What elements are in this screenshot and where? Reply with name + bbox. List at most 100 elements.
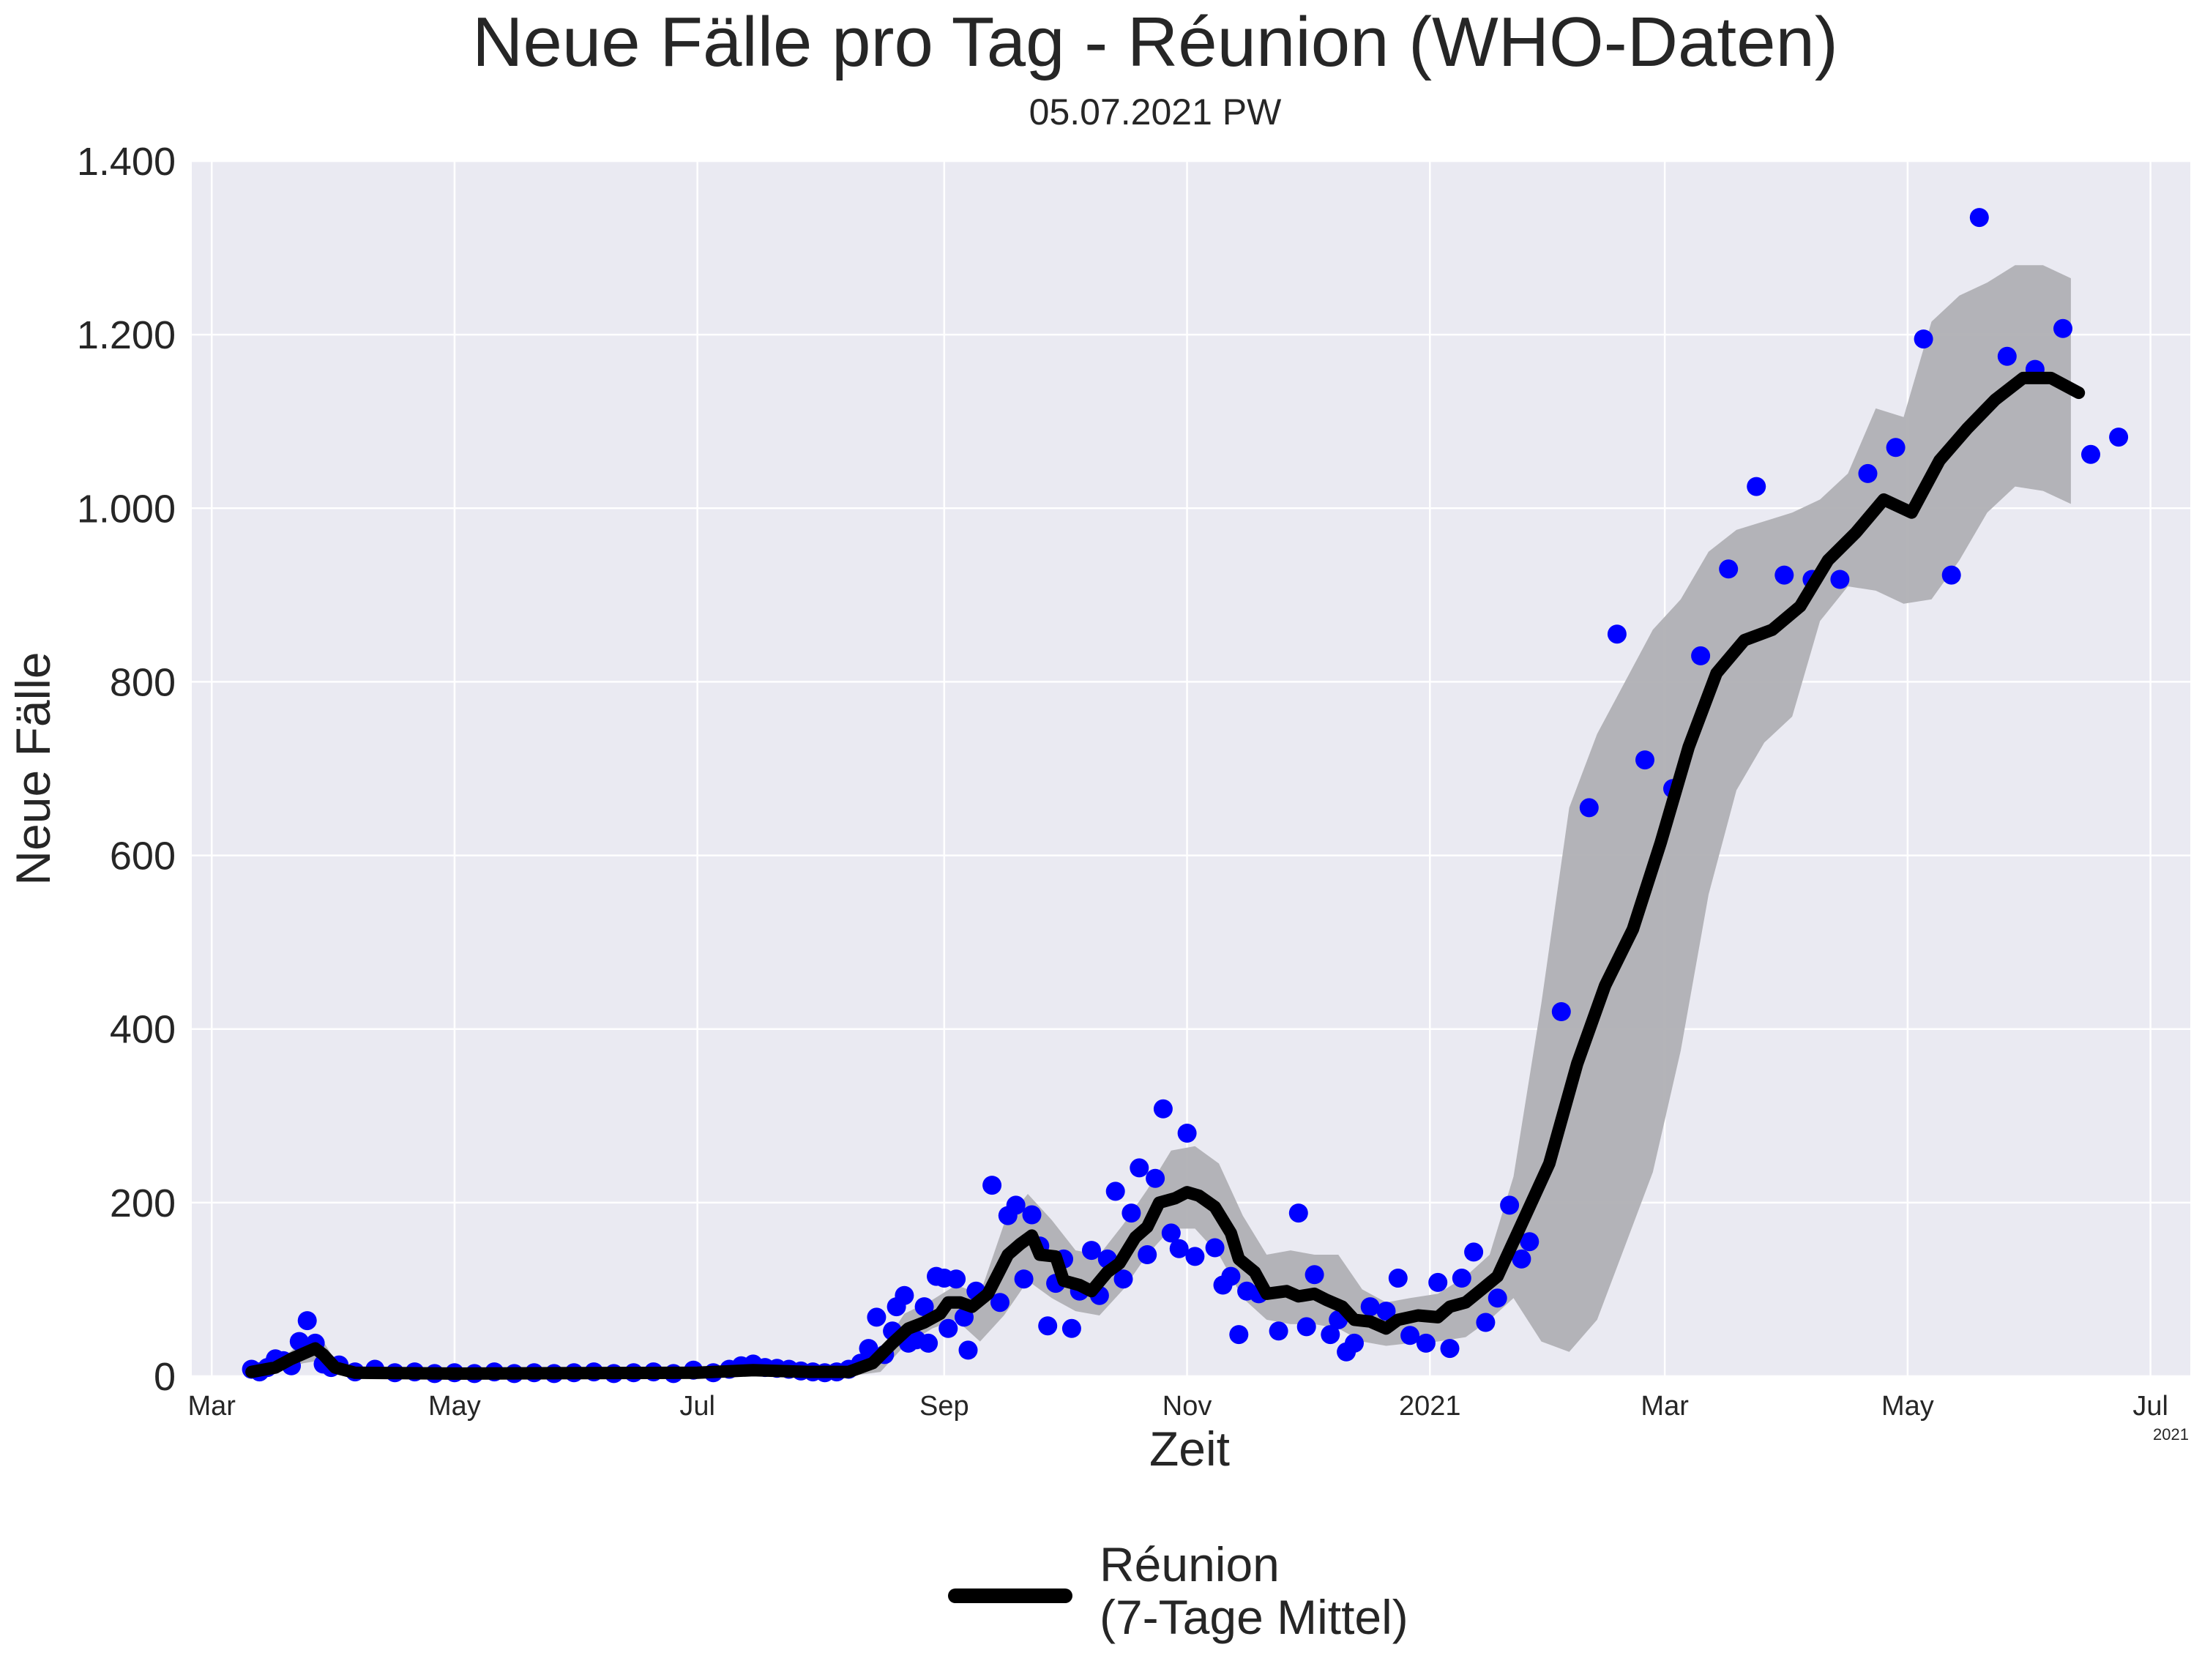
confidence-band bbox=[275, 265, 2071, 1376]
data-point bbox=[289, 1332, 309, 1351]
data-point bbox=[1719, 559, 1739, 579]
data-point bbox=[867, 1307, 887, 1327]
data-point bbox=[1177, 1124, 1197, 1143]
data-point bbox=[1635, 750, 1654, 770]
y-tick-label: 1.000 bbox=[77, 487, 176, 531]
x-tick-label: Sep bbox=[919, 1391, 969, 1422]
data-point bbox=[2109, 428, 2129, 447]
data-point bbox=[1500, 1195, 1520, 1215]
data-point bbox=[1858, 463, 1878, 483]
x-axis-ticks: Mar May Jul Sep Nov 2021 Mar May Jul bbox=[187, 1391, 2168, 1422]
data-point bbox=[1153, 1099, 1173, 1119]
data-point bbox=[1082, 1241, 1101, 1261]
data-point bbox=[1121, 1203, 1141, 1223]
x-tick-label: Mar bbox=[187, 1391, 236, 1422]
data-point bbox=[938, 1318, 958, 1338]
data-point bbox=[1146, 1168, 1165, 1188]
x-axis-offset-label: 2021 bbox=[2153, 1425, 2189, 1444]
data-point bbox=[1830, 570, 1850, 589]
y-axis-label: Neue Fälle bbox=[6, 652, 60, 885]
y-tick-label: 400 bbox=[110, 1008, 176, 1052]
data-point bbox=[1113, 1269, 1133, 1289]
data-point bbox=[1288, 1203, 1308, 1223]
data-point bbox=[1022, 1205, 1042, 1225]
data-point bbox=[1205, 1238, 1225, 1258]
data-point bbox=[1345, 1333, 1364, 1353]
y-tick-label: 800 bbox=[110, 660, 176, 704]
data-point bbox=[947, 1269, 966, 1289]
data-point bbox=[297, 1311, 317, 1331]
data-point bbox=[1105, 1181, 1125, 1201]
data-point bbox=[1512, 1249, 1531, 1269]
x-tick-label: Jul bbox=[679, 1391, 715, 1422]
data-point bbox=[1169, 1239, 1189, 1258]
data-point bbox=[1221, 1266, 1241, 1286]
grid bbox=[192, 160, 2190, 1378]
data-point bbox=[958, 1340, 978, 1360]
x-axis-label: Zeit bbox=[1149, 1422, 1230, 1476]
data-point bbox=[1440, 1339, 1460, 1359]
data-point bbox=[1138, 1245, 1157, 1264]
data-point bbox=[1321, 1325, 1340, 1345]
data-point bbox=[1416, 1333, 1436, 1353]
data-point bbox=[1997, 346, 2017, 366]
data-point bbox=[1388, 1269, 1408, 1288]
y-tick-label: 1.400 bbox=[77, 140, 176, 184]
x-tick-label: May bbox=[428, 1391, 481, 1422]
data-point bbox=[1691, 646, 1711, 665]
data-point bbox=[1488, 1288, 1507, 1308]
data-point bbox=[1428, 1272, 1448, 1292]
data-point bbox=[1476, 1313, 1496, 1332]
y-tick-label: 1.200 bbox=[77, 313, 176, 357]
chart-subtitle: 05.07.2021 PW bbox=[1029, 92, 1282, 132]
legend-label-line: (7-Tage Mittel) bbox=[1100, 1590, 1408, 1644]
legend: Réunion (7-Tage Mittel) bbox=[948, 1537, 1408, 1644]
data-point bbox=[1038, 1316, 1058, 1336]
data-point bbox=[1061, 1318, 1081, 1338]
data-point bbox=[1774, 565, 1794, 585]
data-point bbox=[1747, 477, 1766, 496]
mean-line bbox=[245, 371, 2086, 1380]
data-point bbox=[1551, 1002, 1571, 1021]
data-point bbox=[1229, 1325, 1249, 1345]
x-tick-label: 2021 bbox=[1399, 1391, 1461, 1422]
y-axis-ticks: 0 200 400 600 800 1.000 1.200 1.400 bbox=[77, 140, 176, 1399]
data-point bbox=[1185, 1247, 1205, 1266]
data-point bbox=[1400, 1326, 1420, 1345]
data-point bbox=[2053, 318, 2072, 338]
chart-title: Neue Fälle pro Tag - Réunion (WHO-Daten) bbox=[472, 3, 1838, 81]
y-tick-label: 0 bbox=[154, 1355, 176, 1399]
data-point bbox=[1376, 1302, 1396, 1321]
data-point bbox=[1520, 1232, 1539, 1252]
data-point bbox=[1579, 798, 1599, 818]
x-tick-label: Jul bbox=[2132, 1391, 2168, 1422]
data-point bbox=[895, 1285, 914, 1305]
legend-label-line: Réunion bbox=[1100, 1537, 1280, 1591]
data-point bbox=[982, 1176, 1002, 1195]
x-tick-label: May bbox=[1881, 1391, 1934, 1422]
mean-line-series bbox=[245, 371, 2086, 1380]
data-point bbox=[1607, 624, 1627, 644]
confidence-band-area bbox=[275, 265, 2071, 1376]
data-point bbox=[1161, 1223, 1181, 1243]
data-point bbox=[1296, 1317, 1316, 1337]
data-point bbox=[1969, 208, 1989, 228]
data-point bbox=[1269, 1321, 1288, 1341]
data-point bbox=[859, 1339, 878, 1359]
data-point bbox=[1360, 1297, 1380, 1317]
data-point bbox=[2081, 444, 2100, 464]
data-point bbox=[990, 1293, 1009, 1313]
y-tick-label: 200 bbox=[110, 1181, 176, 1225]
data-point bbox=[1014, 1269, 1034, 1289]
data-point bbox=[1464, 1242, 1484, 1262]
data-point bbox=[1305, 1265, 1324, 1285]
data-point bbox=[1886, 438, 1906, 458]
data-point bbox=[1006, 1195, 1026, 1215]
data-point bbox=[1941, 565, 1961, 585]
data-point bbox=[914, 1297, 934, 1317]
data-point bbox=[919, 1333, 938, 1353]
data-point bbox=[1130, 1158, 1149, 1178]
y-tick-label: 600 bbox=[110, 835, 176, 878]
x-tick-label: Nov bbox=[1162, 1391, 1212, 1422]
